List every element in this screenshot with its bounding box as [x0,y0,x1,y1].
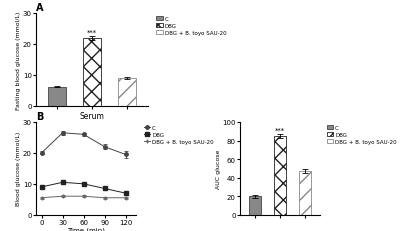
Bar [48,87,66,106]
Bar [299,171,311,215]
Text: B: B [36,112,43,122]
Legend: C, DBG, DBG + B. toyo SAU-20: C, DBG, DBG + B. toyo SAU-20 [327,125,397,145]
Bar [249,196,261,215]
Legend: C, DBG, DBG + B. toyo SAU-20: C, DBG, DBG + B. toyo SAU-20 [156,17,226,36]
Y-axis label: Blood glucose (mmol/L): Blood glucose (mmol/L) [16,132,22,206]
Y-axis label: Fasting blood glucose (mmol/L): Fasting blood glucose (mmol/L) [16,11,22,109]
Bar [118,79,136,106]
Y-axis label: AUC glucose: AUC glucose [216,149,221,188]
X-axis label: Time (min): Time (min) [67,226,105,231]
X-axis label: Serum: Serum [80,112,104,121]
Text: ***: *** [275,128,285,134]
Text: A: A [36,3,44,13]
Bar [83,39,101,106]
Legend: C, DBG, DBG + B. toyo SAU-20: C, DBG, DBG + B. toyo SAU-20 [144,125,214,145]
Bar [274,136,286,215]
Text: ***: *** [87,30,97,36]
